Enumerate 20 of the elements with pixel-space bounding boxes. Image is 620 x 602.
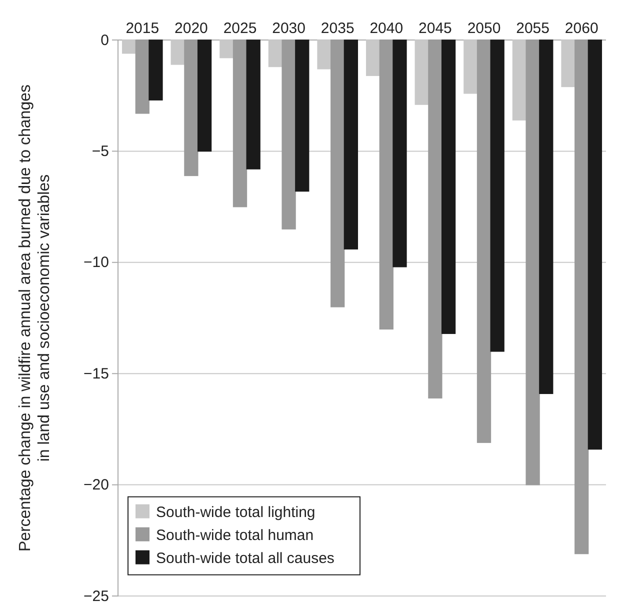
x-tick-label: 2060	[564, 20, 598, 37]
x-tick-label: 2015	[126, 20, 160, 37]
y-tick-label: −15	[84, 365, 109, 382]
legend-label: South-wide total lighting	[156, 504, 316, 521]
y-tick-label: −25	[84, 588, 109, 602]
legend-label: South-wide total all causes	[156, 550, 334, 567]
x-tick-label: 2045	[418, 20, 452, 37]
x-tick-label: 2030	[272, 20, 306, 37]
y-tick-label: 0	[100, 32, 109, 49]
y-tick-label: −5	[92, 143, 109, 160]
x-tick-label: 2055	[516, 20, 550, 37]
y-tick-label: −20	[84, 476, 109, 494]
legend-label: South-wide total human	[156, 526, 314, 544]
x-tick-label: 2040	[370, 20, 404, 37]
x-tick-label: 2050	[467, 20, 501, 37]
x-tick-label: 2025	[223, 20, 257, 37]
y-tick-label: −10	[84, 254, 109, 272]
x-tick-label: 2035	[320, 20, 354, 37]
x-tick-label: 2020	[174, 20, 208, 37]
y-axis-title: Percentage change in wildfire annual area burned due to changes in land use and socioeconomic variables	[17, 84, 53, 552]
